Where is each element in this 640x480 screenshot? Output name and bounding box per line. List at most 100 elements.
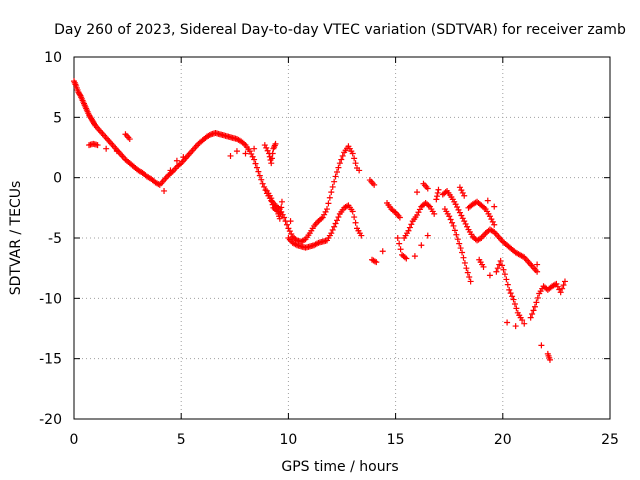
data-point — [459, 249, 466, 256]
data-point — [253, 164, 260, 171]
y-tick-label: -15 — [39, 352, 62, 368]
data-point — [519, 317, 526, 324]
data-point — [458, 187, 465, 194]
data-point — [103, 145, 110, 152]
y-tick-label: -20 — [39, 412, 62, 428]
data-point — [268, 155, 275, 162]
data-point — [336, 160, 343, 167]
data-point — [446, 213, 453, 220]
data-point — [418, 242, 425, 249]
data-point — [322, 208, 329, 215]
data-point — [285, 225, 292, 232]
data-point — [396, 240, 403, 247]
data-point — [561, 278, 568, 285]
data-point — [329, 183, 336, 190]
data-point — [494, 265, 501, 272]
data-point — [449, 219, 456, 226]
data-point — [242, 150, 249, 157]
data-point — [394, 235, 401, 241]
data-point — [424, 232, 431, 239]
data-point — [491, 221, 498, 228]
data-point — [480, 263, 487, 270]
data-point — [414, 189, 421, 196]
data-point — [456, 240, 463, 247]
data-point — [180, 154, 187, 161]
data-point — [512, 323, 519, 330]
data-point — [333, 217, 340, 224]
data-point — [338, 156, 345, 163]
data-point — [464, 223, 471, 230]
data-point — [352, 160, 359, 167]
x-tick-label: 0 — [70, 432, 79, 448]
data-point — [451, 227, 458, 234]
data-point — [455, 206, 462, 213]
data-point — [288, 230, 295, 237]
data-point — [556, 286, 563, 293]
data-point — [326, 194, 333, 201]
y-tick-label: -10 — [39, 291, 62, 307]
data-point — [509, 293, 516, 300]
data-point — [335, 214, 342, 221]
data-point — [256, 172, 263, 179]
data-point — [447, 216, 454, 223]
data-point — [534, 268, 541, 275]
data-point — [251, 145, 258, 152]
data-point — [358, 232, 365, 239]
data-point — [511, 300, 518, 307]
data-point — [94, 142, 101, 149]
data-point — [527, 314, 534, 321]
data-point — [167, 167, 174, 174]
data-point — [461, 192, 468, 199]
data-point — [269, 201, 276, 208]
data-point — [521, 320, 528, 327]
data-point — [507, 290, 514, 297]
data-point — [126, 136, 133, 143]
data-point — [405, 227, 412, 234]
data-point — [503, 276, 510, 283]
data-point — [287, 218, 294, 225]
data-point — [333, 169, 340, 176]
data-point — [434, 193, 441, 200]
data-point — [251, 156, 258, 163]
data-point — [460, 254, 467, 261]
data-point — [258, 176, 265, 183]
data-point — [113, 148, 120, 155]
axis-ticks: 0 5 10 15 20 25 10 5 0 -5 -10 -15 -20 — [39, 50, 619, 448]
data-point — [263, 144, 270, 151]
data-point — [173, 157, 180, 164]
x-tick-label: 15 — [387, 432, 405, 448]
y-tick-label: 10 — [44, 50, 62, 66]
data-point — [504, 281, 511, 288]
data-point — [286, 228, 293, 235]
data-point — [396, 214, 403, 221]
data-point — [491, 203, 498, 210]
data-point — [467, 278, 474, 285]
x-tick-label: 20 — [494, 432, 512, 448]
data-point — [272, 140, 279, 147]
data-point — [259, 180, 266, 187]
data-point — [349, 150, 356, 157]
data-point — [453, 231, 460, 238]
data-point — [459, 189, 466, 196]
x-tick-label: 10 — [279, 432, 297, 448]
data-point — [533, 299, 540, 306]
data-point — [560, 282, 567, 289]
data-point — [510, 296, 517, 303]
data-point — [459, 215, 466, 222]
data-point — [557, 289, 564, 296]
data-point — [276, 215, 283, 222]
data-point — [458, 212, 465, 219]
data-point — [456, 209, 463, 216]
data-point — [457, 245, 464, 252]
data-point — [456, 184, 463, 191]
data-point — [339, 152, 346, 159]
data-point — [461, 259, 468, 266]
data-point — [328, 230, 335, 237]
data-point — [489, 218, 496, 225]
data-point — [538, 342, 545, 349]
data-point — [268, 160, 275, 167]
data-point — [261, 142, 268, 149]
data-point — [335, 164, 342, 171]
data-point — [500, 266, 507, 273]
